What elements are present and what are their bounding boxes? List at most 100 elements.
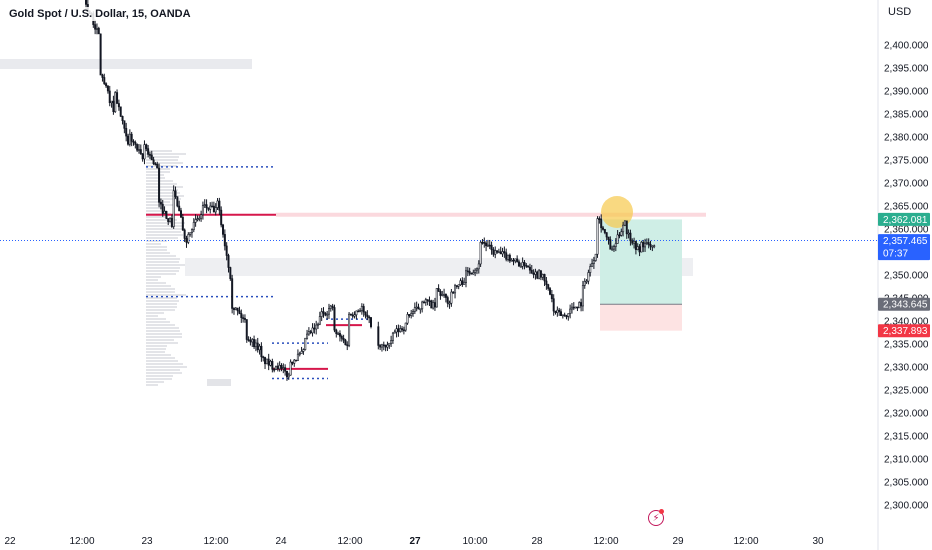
profile-bar <box>146 318 166 320</box>
candle-body <box>464 270 467 283</box>
time-axis: 22 12:00 23 12:00 24 12:00 27 10:00 28 12:00 29 12:… <box>4 536 824 547</box>
price-tag-label: 2,357.465 <box>883 236 928 247</box>
candle-body <box>567 313 570 317</box>
candle-body <box>475 268 478 271</box>
candle-body <box>333 307 336 331</box>
candle-body <box>600 218 603 229</box>
candle-body <box>143 144 146 160</box>
profile-bar <box>146 297 177 299</box>
candle-body <box>461 280 464 285</box>
candle-body <box>178 205 181 211</box>
profile-bar <box>146 186 183 188</box>
price-tick-label: 2,390.000 <box>884 87 929 98</box>
candle-body <box>576 306 579 309</box>
candle-body <box>627 232 630 235</box>
candle-body <box>587 272 590 282</box>
candle-body <box>377 326 380 346</box>
candle-body <box>550 294 553 299</box>
candle-body <box>105 83 108 87</box>
candle-body <box>348 313 351 346</box>
candle-body <box>232 308 235 310</box>
candle-body <box>99 33 102 76</box>
candle-body <box>205 204 208 209</box>
candle-body <box>527 265 530 268</box>
candle-body <box>642 241 645 248</box>
time-tick-label: 29 <box>672 536 684 547</box>
candle-body <box>435 288 438 308</box>
time-tick-label: 12:00 <box>733 536 758 547</box>
candle-body <box>293 359 296 364</box>
candle-body <box>114 92 117 112</box>
candle-body <box>161 203 164 214</box>
candle-body <box>501 251 504 255</box>
candle-body <box>563 314 566 317</box>
candle-body <box>424 299 427 303</box>
candle-body <box>236 307 239 312</box>
price-tick-label: 2,305.000 <box>884 478 929 489</box>
candle-body <box>159 201 162 205</box>
symbol-title[interactable]: Gold Spot / U.S. Dollar, 15, OANDA <box>6 7 194 21</box>
candle-body <box>410 313 413 316</box>
candle-body <box>602 227 605 230</box>
profile-bar <box>146 273 176 275</box>
candle-body <box>342 338 345 341</box>
candle-body <box>488 244 491 247</box>
candle-body <box>454 285 457 294</box>
profile-bar <box>146 348 166 350</box>
price-tick-label: 2,400.000 <box>884 41 929 52</box>
candle-body <box>103 77 106 84</box>
profile-bar <box>146 345 167 347</box>
candle-body <box>636 246 639 250</box>
candle-body <box>245 319 248 340</box>
time-tick-label: 12:00 <box>69 536 94 547</box>
profile-bar <box>146 168 170 170</box>
profile-bar <box>146 201 170 203</box>
candle-body <box>380 344 383 348</box>
price-tag-label: 2,337.893 <box>883 326 928 337</box>
candle-body <box>309 331 312 334</box>
candle-body <box>359 310 362 312</box>
profile-bar <box>146 222 185 224</box>
candle-body <box>225 245 228 256</box>
candle-body <box>170 217 173 227</box>
candle-body <box>156 163 159 169</box>
candle-body <box>212 205 215 213</box>
currency-button[interactable]: USD <box>888 6 912 18</box>
candle-body <box>269 361 272 366</box>
candle-body <box>271 361 274 370</box>
candle-body <box>517 261 520 267</box>
candle-body <box>603 229 606 233</box>
flash-icon[interactable]: ⚡ <box>648 510 664 526</box>
candle-body <box>134 142 137 145</box>
candle-body <box>337 333 340 335</box>
profile-bar <box>146 351 165 353</box>
price-tag-label: 2,343.645 <box>883 300 928 311</box>
candle-body <box>357 310 360 313</box>
candle-body <box>592 260 595 264</box>
candle-body <box>455 285 458 288</box>
candle-body <box>128 133 131 145</box>
candle-body <box>611 248 614 251</box>
profile-bar <box>146 369 180 371</box>
candle-body <box>534 271 537 275</box>
candle-body <box>388 342 391 346</box>
candle-body <box>625 220 628 235</box>
candle-body <box>320 311 323 317</box>
candle-body <box>291 361 294 364</box>
zones-layer <box>276 196 706 331</box>
candle-body <box>583 281 586 286</box>
candle-body <box>532 272 535 275</box>
price-tick-label: 2,375.000 <box>884 156 929 167</box>
candle-body <box>101 74 104 78</box>
candle-body <box>154 163 157 166</box>
profile-bar <box>146 261 179 263</box>
price-tick-label: 2,360.000 <box>884 225 929 236</box>
candle-body <box>190 229 193 233</box>
profile-bar <box>146 327 179 329</box>
candle-body <box>289 361 292 376</box>
candle-body <box>552 298 555 312</box>
candle-body <box>298 353 301 355</box>
candle-body <box>306 333 309 339</box>
candle-body <box>459 280 462 286</box>
